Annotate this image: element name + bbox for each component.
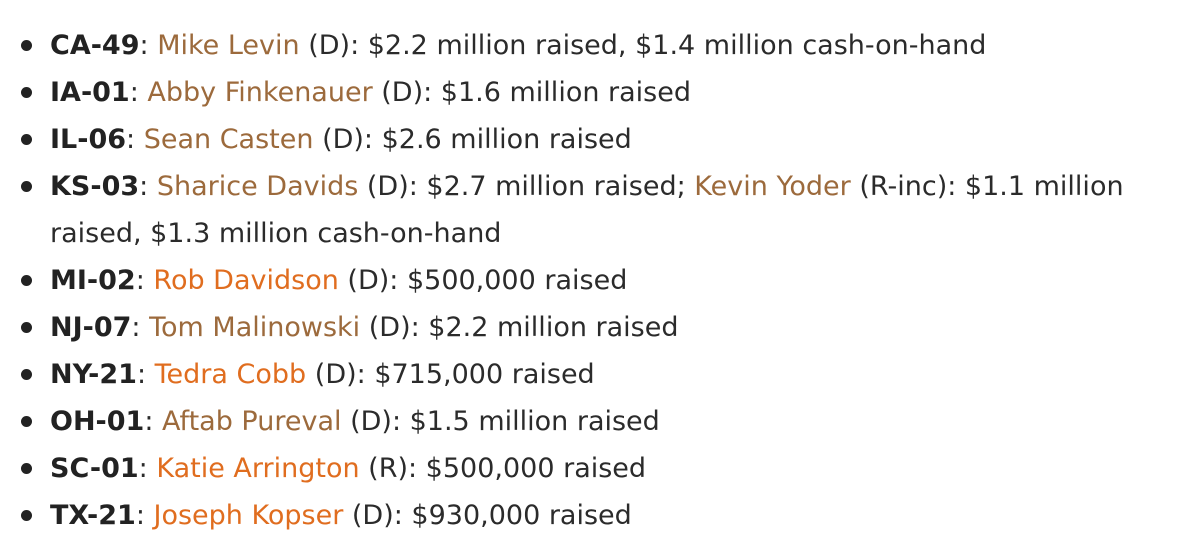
bullet-icon: [21, 181, 32, 192]
district-code: IA-01: [50, 77, 130, 108]
candidate-detail-2: (R-inc): $1.1 million raised, $1.3 milli…: [50, 171, 1124, 249]
candidate-link[interactable]: Tedra Cobb: [154, 359, 307, 390]
candidate-detail: (D): $2.7 million raised;: [358, 171, 695, 202]
candidate-link[interactable]: Mike Levin: [157, 30, 300, 61]
bullet-icon: [21, 134, 32, 145]
list-item: TX-21: Joseph Kopser (D): $930,000 raise…: [0, 492, 1200, 539]
district-code: IL-06: [50, 124, 127, 155]
candidate-link[interactable]: Sean Casten: [143, 124, 314, 155]
list-item: MI-02: Rob Davidson (D): $500,000 raised: [0, 257, 1200, 304]
candidate-detail: (R): $500,000 raised: [359, 453, 647, 484]
candidate-link[interactable]: Sharice Davids: [156, 171, 359, 202]
candidate-link[interactable]: Tom Malinowski: [149, 312, 361, 343]
candidate-link[interactable]: Katie Arrington: [156, 453, 360, 484]
candidate-link[interactable]: Joseph Kopser: [153, 500, 344, 531]
list-item: CA-49: Mike Levin (D): $2.2 million rais…: [0, 22, 1200, 69]
bullet-icon: [21, 275, 32, 286]
bullet-icon: [21, 369, 32, 380]
district-code: MI-02: [50, 265, 136, 296]
bullet-icon: [21, 510, 32, 521]
list-item: IL-06: Sean Casten (D): $2.6 million rai…: [0, 116, 1200, 163]
district-code: OH-01: [50, 406, 145, 437]
list-item: OH-01: Aftab Pureval (D): $1.5 million r…: [0, 398, 1200, 445]
district-code: CA-49: [50, 30, 140, 61]
candidate-detail: (D): $1.6 million raised: [372, 77, 691, 108]
list-item: KS-03: Sharice Davids (D): $2.7 million …: [0, 163, 1200, 257]
list-item: SC-01: Katie Arrington (R): $500,000 rai…: [0, 445, 1200, 492]
list-item: IA-01: Abby Finkenauer (D): $1.6 million…: [0, 69, 1200, 116]
candidate-link[interactable]: Rob Davidson: [153, 265, 339, 296]
candidate-link[interactable]: Aftab Pureval: [162, 406, 342, 437]
candidate-detail: (D): $1.5 million raised: [341, 406, 660, 437]
candidate-detail: (D): $2.6 million raised: [313, 124, 632, 155]
list-item: NY-21: Tedra Cobb (D): $715,000 raised: [0, 351, 1200, 398]
candidate-detail: (D): $500,000 raised: [338, 265, 628, 296]
district-code: NJ-07: [50, 312, 132, 343]
candidate-detail: (D): $2.2 million raised, $1.4 million c…: [299, 30, 987, 61]
district-code: SC-01: [50, 453, 139, 484]
candidate-detail: (D): $715,000 raised: [306, 359, 595, 390]
bullet-icon: [21, 40, 32, 51]
candidate-link-2[interactable]: Kevin Yoder: [694, 171, 851, 202]
district-code: NY-21: [50, 359, 137, 390]
district-code: TX-21: [50, 500, 136, 531]
candidate-detail: (D): $2.2 million raised: [360, 312, 679, 343]
list-item: NJ-07: Tom Malinowski (D): $2.2 million …: [0, 304, 1200, 351]
fundraising-list: CA-49: Mike Levin (D): $2.2 million rais…: [0, 22, 1200, 539]
candidate-detail: (D): $930,000 raised: [343, 500, 632, 531]
bullet-icon: [21, 463, 32, 474]
candidate-link[interactable]: Abby Finkenauer: [147, 77, 373, 108]
bullet-icon: [21, 416, 32, 427]
bullet-icon: [21, 322, 32, 333]
district-code: KS-03: [50, 171, 140, 202]
bullet-icon: [21, 87, 32, 98]
